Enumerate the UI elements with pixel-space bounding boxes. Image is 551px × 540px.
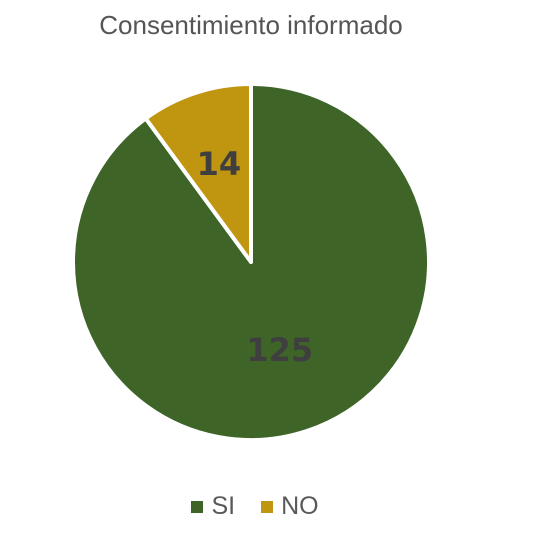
legend-swatch-si (191, 500, 204, 513)
legend-label-no: NO (281, 492, 319, 520)
chart-legend: SI NO (0, 492, 510, 521)
pie-slice-si (71, 82, 431, 442)
data-label-no: 14 (197, 145, 242, 183)
legend-swatch-no (261, 500, 274, 513)
data-label-si: 125 (246, 331, 313, 369)
pie-slice-no (143, 82, 253, 264)
legend-item-no: NO (261, 492, 319, 521)
legend-label-si: SI (211, 492, 236, 520)
legend-item-si: SI (191, 492, 235, 521)
chart-title: Consentimiento informado (99, 10, 403, 40)
